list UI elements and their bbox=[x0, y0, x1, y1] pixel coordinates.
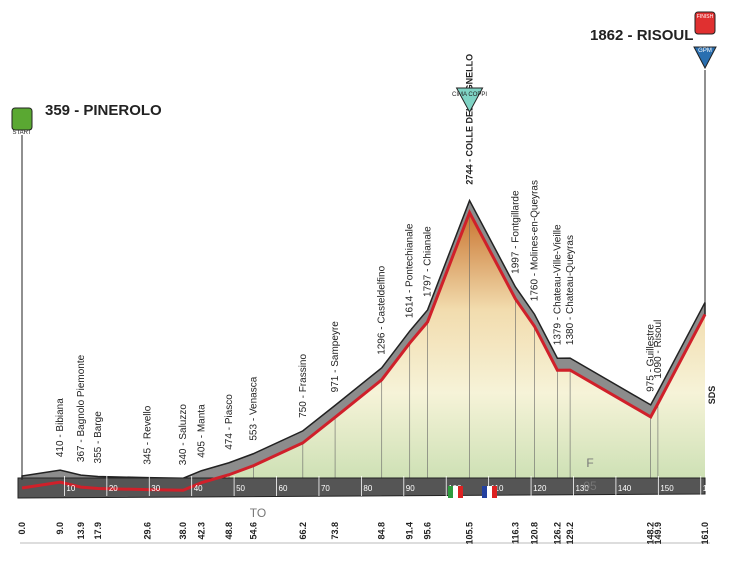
summit-label: 2744 - COLLE DELL'AGNELLO bbox=[465, 54, 475, 185]
distance-label: 149.9 bbox=[653, 522, 663, 545]
waypoint-label: 340 - Saluzzo bbox=[178, 404, 189, 466]
x-tick-label: 140 bbox=[618, 484, 632, 493]
waypoint-label: 971 - Sampeyre bbox=[330, 321, 341, 393]
waypoint-label: 1614 - Pontechianale bbox=[405, 223, 416, 318]
x-tick-label: 70 bbox=[321, 484, 330, 493]
distance-label: 161.0 bbox=[700, 522, 710, 545]
profile-line bbox=[21, 208, 707, 492]
gpm-icon-label: GPM bbox=[698, 48, 712, 54]
distance-label: 9.0 bbox=[55, 522, 65, 535]
x-tick-label: 10 bbox=[66, 484, 75, 493]
distance-label: 95.6 bbox=[423, 522, 433, 540]
waypoint-label: 975 - Guillestre bbox=[646, 324, 657, 392]
x-tick-label: 50 bbox=[236, 484, 245, 493]
distance-label: 116.3 bbox=[510, 522, 520, 544]
region-label: TO bbox=[250, 506, 266, 520]
finish-label: 1862 - RISOUL bbox=[590, 27, 693, 44]
flag bbox=[453, 486, 458, 498]
x-tick-label: 60 bbox=[279, 484, 288, 493]
distance-label: 129.2 bbox=[565, 522, 575, 545]
finish-icon-label: FINISH bbox=[697, 14, 714, 20]
x-tick-label: 130 bbox=[575, 484, 589, 493]
flag bbox=[487, 486, 492, 498]
flag bbox=[448, 486, 453, 498]
waypoint-label: 1997 - Fontgillarde bbox=[510, 190, 521, 274]
x-tick-label: 40 bbox=[194, 484, 203, 493]
waypoint-label: 553 - Venasca bbox=[249, 376, 260, 440]
distance-label: 0.0 bbox=[17, 522, 27, 535]
start-icon-label: START bbox=[12, 130, 31, 136]
flag bbox=[458, 486, 463, 498]
gpm-icon bbox=[693, 46, 717, 70]
waypoint-label: 405 - Manta bbox=[196, 404, 207, 458]
waypoint-label: 1797 - Chianale bbox=[423, 226, 434, 297]
x-tick-label: 80 bbox=[363, 484, 372, 493]
credit: SDS bbox=[707, 386, 717, 405]
distance-label: 42.3 bbox=[196, 522, 206, 540]
start-icon bbox=[11, 107, 33, 131]
region-label: F bbox=[586, 456, 593, 470]
distance-label: 120.8 bbox=[529, 522, 539, 545]
start-label: 359 - PINEROLO bbox=[45, 102, 162, 119]
distance-label: 91.4 bbox=[405, 522, 415, 540]
distance-label: 17.9 bbox=[93, 522, 103, 540]
waypoint-label: 345 - Revello bbox=[143, 405, 154, 464]
waypoint-label: 367 - Bagnolo Piemonte bbox=[76, 354, 87, 462]
flag bbox=[492, 486, 497, 498]
waypoint-label: 1296 - Casteldelfino bbox=[377, 265, 388, 354]
x-tick-label: 110 bbox=[491, 484, 504, 493]
region-label: 05 bbox=[583, 479, 597, 493]
distance-label: 105.5 bbox=[465, 522, 475, 545]
x-tick-label: 90 bbox=[406, 484, 415, 493]
finish-icon bbox=[694, 11, 716, 35]
waypoint-label: 750 - Frassino bbox=[298, 354, 309, 418]
distance-label: 13.9 bbox=[76, 522, 86, 540]
distance-label: 48.8 bbox=[224, 522, 234, 540]
distance-label: 126.2 bbox=[552, 522, 562, 545]
waypoint-label: 1090 - Risoul bbox=[653, 320, 664, 379]
distance-label: 54.6 bbox=[249, 522, 259, 540]
distance-label: 38.0 bbox=[178, 522, 188, 540]
distance-label: 66.2 bbox=[298, 522, 308, 540]
distance-label: 29.6 bbox=[143, 522, 153, 540]
waypoint-label: 355 - Barge bbox=[93, 411, 104, 464]
x-tick-label: 150 bbox=[660, 484, 674, 493]
distance-label: 148.2 bbox=[646, 522, 656, 545]
x-tick-label: 120 bbox=[533, 484, 547, 493]
cima-coppi-icon bbox=[455, 87, 484, 114]
waypoint-label: 474 - Piasco bbox=[224, 394, 235, 450]
x-tick-label: 160 bbox=[703, 484, 717, 493]
profile-fill bbox=[22, 212, 705, 491]
cima-coppi-label: CIMA COPPI bbox=[452, 92, 487, 98]
distance-label: 73.8 bbox=[330, 522, 340, 540]
waypoint-label: 1380 - Chateau-Queyras bbox=[565, 235, 576, 345]
waypoint-label: 1760 - Molines-en-Queyras bbox=[529, 180, 540, 301]
waypoint-label: 1379 - Chateau-Ville-Vieille bbox=[552, 224, 563, 345]
x-tick-label: 20 bbox=[109, 484, 118, 493]
flag bbox=[482, 486, 487, 498]
waypoint-label: 410 - Bibiana bbox=[55, 398, 66, 457]
distance-label: 84.8 bbox=[377, 522, 387, 540]
x-tick-label: 30 bbox=[151, 484, 160, 493]
